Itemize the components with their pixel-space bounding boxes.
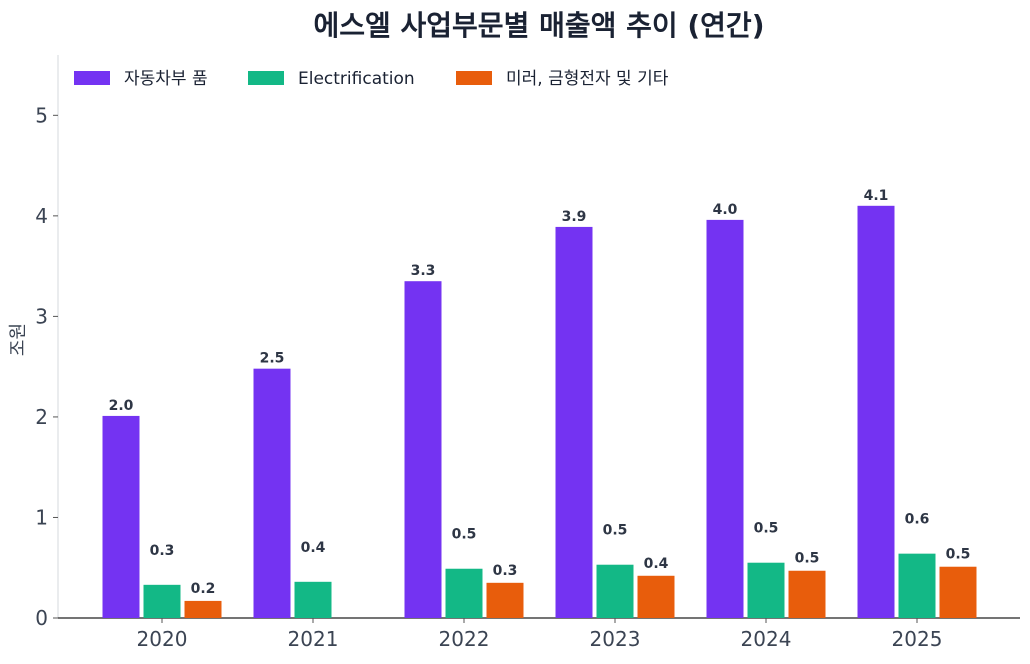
data-label: 0.3 [493, 563, 518, 579]
data-label: 0.2 [191, 581, 216, 597]
bars [102, 205, 977, 618]
legend-swatch [248, 71, 284, 85]
bar [486, 582, 524, 618]
y-tick-label: 1 [35, 505, 48, 529]
axes: 0 1 2 3 4 5 조원 2020 2021 2022 2023 2024 2025 [8, 55, 1020, 651]
bar [184, 600, 222, 618]
bar [596, 564, 634, 618]
data-label: 0.4 [301, 540, 326, 556]
bar [898, 553, 936, 618]
y-tick-label: 0 [35, 606, 48, 630]
data-label: 2.5 [260, 351, 285, 367]
chart-title: 에스엘 사업부문별 매출액 추이 (연간) [313, 9, 765, 42]
legend-swatch [74, 71, 110, 85]
x-tick-label: 2022 [439, 627, 490, 651]
data-label: 3.9 [562, 209, 587, 225]
data-label: 0.5 [795, 551, 820, 567]
bar [857, 205, 895, 618]
legend-label: 미러, 금형전자 및 기타 [506, 69, 669, 89]
legend-label: Electrification [298, 69, 415, 89]
bar [939, 566, 977, 618]
data-label: 0.3 [150, 543, 175, 559]
y-tick-label: 4 [35, 204, 48, 228]
bar [143, 584, 181, 618]
bar [555, 226, 593, 618]
bar [102, 415, 140, 618]
data-label: 4.1 [864, 188, 889, 204]
x-tick-label: 2021 [288, 627, 339, 651]
x-tick-label: 2023 [590, 627, 641, 651]
data-label: 0.4 [644, 556, 669, 572]
data-label: 0.5 [754, 521, 779, 537]
data-label: 0.6 [905, 512, 930, 528]
legend-label: 자동차부 품 [124, 69, 208, 89]
data-label: 0.5 [946, 547, 971, 563]
bar [788, 570, 826, 618]
y-tick-label: 3 [35, 304, 48, 328]
bar [253, 368, 291, 618]
bar [747, 562, 785, 618]
legend: 자동차부 품 Electrification 미러, 금형전자 및 기타 [74, 69, 669, 89]
bar [294, 581, 332, 618]
y-axis-label: 조원 [8, 323, 29, 356]
data-label: 4.0 [713, 202, 738, 218]
value-labels: 2.0 0.3 0.2 2.5 0.4 3.3 0.5 0.3 3.9 0.5 0.4 4.0 0.5 0… [109, 188, 971, 597]
data-label: 2.0 [109, 398, 134, 414]
bar [404, 281, 442, 618]
x-tick-label: 2025 [892, 627, 943, 651]
legend-swatch [456, 71, 492, 85]
y-tick-label: 2 [35, 405, 48, 429]
y-tick-label: 5 [35, 103, 48, 127]
data-label: 3.3 [411, 263, 436, 279]
bar [445, 568, 483, 618]
x-tick-label: 2020 [137, 627, 188, 651]
data-label: 0.5 [603, 523, 628, 539]
bar [637, 575, 675, 618]
bar [706, 219, 744, 618]
x-tick-label: 2024 [741, 627, 792, 651]
data-label: 0.5 [452, 527, 477, 543]
